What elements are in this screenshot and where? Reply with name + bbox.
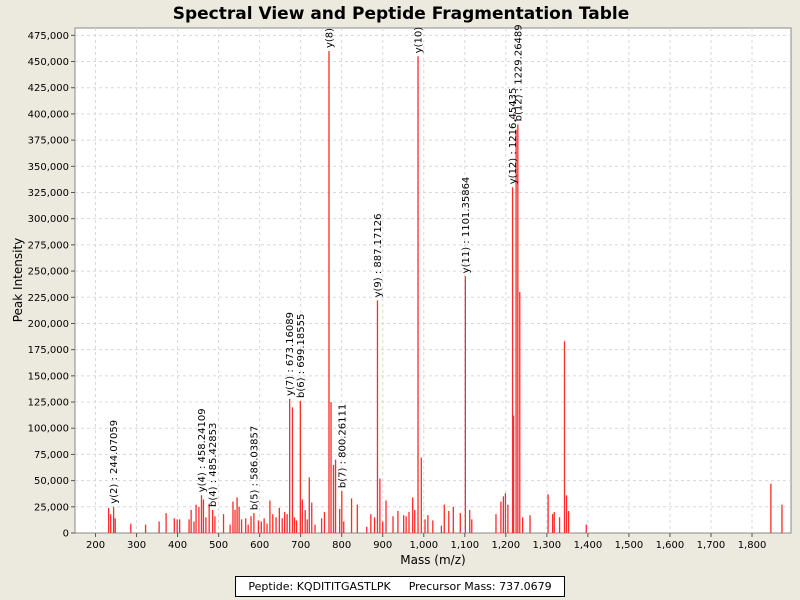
y-tick-label: 275,000 — [28, 240, 69, 251]
y-tick-label: 300,000 — [28, 214, 69, 225]
peak-annotations: y(2) : 244.07059 y(4) : 458.24109 b(4) : 4… — [109, 24, 524, 510]
grid — [75, 28, 791, 533]
y-tick-label: 0 — [63, 529, 69, 540]
axes: 200 300 400 500 600 700 800 900 1,000 1,100 1,200 1… — [28, 31, 767, 551]
y-tick-label: 325,000 — [28, 188, 69, 199]
plot-area — [74, 27, 792, 534]
x-tick-label: 1,200 — [492, 540, 521, 551]
x-tick-label: 200 — [86, 540, 105, 551]
y-axis-label: Peak Intensity — [11, 238, 25, 323]
peak-annotation: y(12) : 1216.45435 — [508, 88, 519, 185]
x-tick-label: 1,700 — [697, 540, 726, 551]
y-tick-label: 350,000 — [28, 162, 69, 173]
x-tick-label: 700 — [291, 540, 310, 551]
y-tick-label: 400,000 — [28, 109, 69, 120]
y-tick-label: 250,000 — [28, 267, 69, 278]
y-tick-label: 450,000 — [28, 57, 69, 68]
y-tick-label: 25,000 — [34, 502, 69, 513]
peak-annotation: b(7) : 800.26111 — [337, 404, 348, 488]
x-tick-label: 1,600 — [656, 540, 685, 551]
y-tick-label: 150,000 — [28, 371, 69, 382]
peak-annotation: b(5) : 586.03857 — [249, 426, 260, 510]
peak-annotation: y(2) : 244.07059 — [109, 420, 120, 504]
y-tick-label: 375,000 — [28, 136, 69, 147]
peak-annotation: y(11) : 1101.35864 — [461, 177, 472, 274]
x-tick-label: 1,300 — [533, 540, 562, 551]
peak-annotation: y(10) — [414, 27, 425, 54]
peptide-legend: Peptide: KQDITITGASTLPK Precursor Mass: … — [235, 576, 565, 597]
x-axis-label: Mass (m/z) — [400, 553, 465, 567]
peak-bars — [107, 51, 783, 533]
x-tick-label: 300 — [127, 540, 146, 551]
x-tick-label: 1,000 — [409, 540, 438, 551]
peak-annotation: b(6) : 699.18555 — [296, 314, 307, 398]
y-tick-label: 50,000 — [34, 476, 69, 487]
x-tick-label: 800 — [332, 540, 351, 551]
peak-annotation: y(4) : 458.24109 — [197, 408, 208, 492]
x-tick-label: 1,100 — [450, 540, 479, 551]
x-tick-label: 1,400 — [574, 540, 603, 551]
chart-title: Spectral View and Peptide Fragmentation … — [173, 4, 630, 24]
peak-annotation: y(7) : 673.16089 — [285, 312, 296, 396]
peak-annotation: y(9) : 887.17126 — [373, 214, 384, 298]
y-tick-label: 175,000 — [28, 345, 69, 356]
y-tick-label: 200,000 — [28, 319, 69, 330]
y-tick-label: 100,000 — [28, 424, 69, 435]
peak-annotation: y(8) — [324, 28, 335, 48]
peak-annotation: b(12) : 1229.26489 — [513, 24, 524, 121]
x-tick-label: 500 — [209, 540, 228, 551]
y-tick-label: 125,000 — [28, 398, 69, 409]
peak-annotation: b(4) : 485.42853 — [208, 423, 219, 507]
y-tick-label: 225,000 — [28, 293, 69, 304]
y-tick-label: 425,000 — [28, 83, 69, 94]
peptide-label: Peptide: KQDITITGASTLPK — [248, 580, 391, 593]
x-tick-label: 900 — [373, 540, 392, 551]
precursor-mass-label: Precursor Mass: 737.0679 — [408, 580, 552, 593]
x-tick-label: 600 — [250, 540, 269, 551]
y-tick-label: 75,000 — [34, 450, 69, 461]
y-tick-label: 475,000 — [28, 31, 69, 42]
x-tick-label: 1,500 — [615, 540, 644, 551]
x-tick-label: 1,800 — [738, 540, 767, 551]
x-tick-label: 400 — [168, 540, 187, 551]
